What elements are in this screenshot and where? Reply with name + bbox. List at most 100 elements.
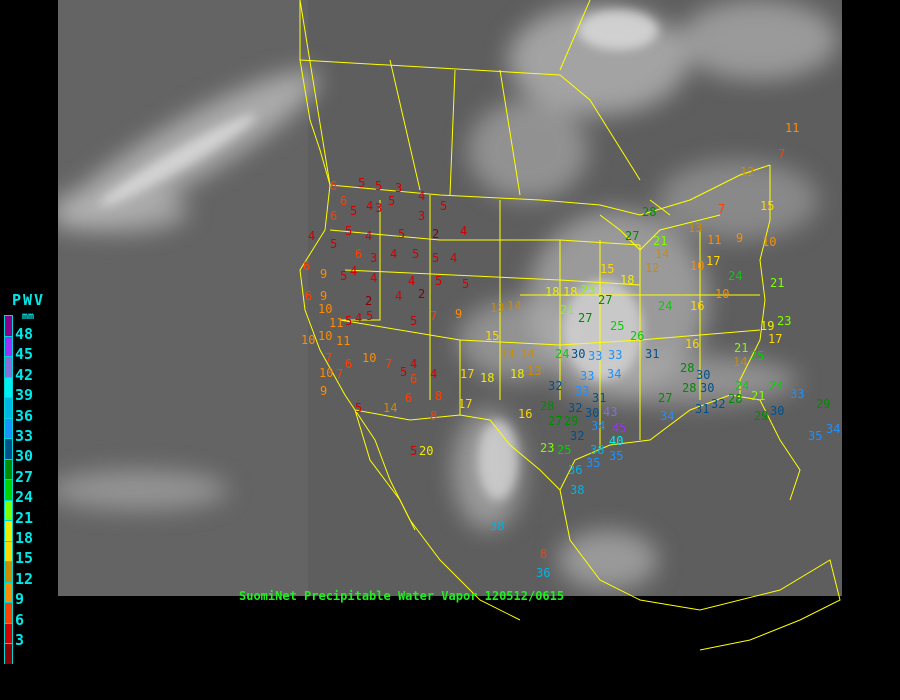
image-caption: SuomiNet Precipitable Water Vapor 120512… <box>239 589 565 603</box>
legend-swatch <box>4 581 13 602</box>
station-pwv-value: 21 <box>751 389 765 403</box>
station-pwv-value: 4 <box>408 274 415 288</box>
station-pwv-value: 21 <box>734 341 748 355</box>
legend-swatch <box>4 376 13 397</box>
station-pwv-value: 5 <box>350 204 357 218</box>
station-pwv-value: 6 <box>303 259 310 273</box>
station-pwv-value: 33 <box>790 387 804 401</box>
station-pwv-value: 4 <box>450 251 457 265</box>
station-pwv-value: 15 <box>485 329 499 343</box>
gulf-coast <box>559 394 801 501</box>
canada-provinces <box>299 0 641 196</box>
station-pwv-value: 17 <box>460 367 474 381</box>
station-pwv-value: 4 <box>365 229 372 243</box>
station-pwv-value: 35 <box>586 456 600 470</box>
station-pwv-value: 5 <box>340 269 347 283</box>
station-pwv-value: 27 <box>578 311 592 325</box>
station-pwv-value: 32 <box>568 401 582 415</box>
station-pwv-value: 28 <box>642 205 656 219</box>
station-pwv-value: 4 <box>460 224 467 238</box>
station-pwv-value: 4 <box>370 271 377 285</box>
station-pwv-value: 13 <box>490 301 504 315</box>
station-pwv-value: 5 <box>345 224 352 238</box>
station-pwv-value: 5 <box>398 227 405 241</box>
station-pwv-value: 28 <box>728 392 742 406</box>
station-pwv-value: 40 <box>609 434 623 448</box>
legend-label: 27 <box>15 467 34 486</box>
station-pwv-value: 23 <box>540 441 554 455</box>
station-pwv-value: 4 <box>430 367 437 381</box>
station-pwv-value: 29 <box>754 409 768 423</box>
station-pwv-value: 5 <box>435 274 442 288</box>
station-pwv-value: 5 <box>355 401 362 415</box>
station-pwv-value: 14 <box>383 401 397 415</box>
bc-coast <box>299 0 331 186</box>
station-pwv-value: 6 <box>330 179 337 193</box>
station-pwv-value: 5 <box>412 247 419 261</box>
station-pwv-value: 5 <box>410 314 417 328</box>
station-pwv-value: 8 <box>430 409 437 423</box>
station-pwv-value: 9 <box>320 267 327 281</box>
station-pwv-value: 14 <box>655 247 669 261</box>
station-pwv-value: 9 <box>736 231 743 245</box>
station-pwv-value: 11 <box>329 316 343 330</box>
station-pwv-value: 33 <box>588 349 602 363</box>
station-pwv-value: 5 <box>358 176 365 190</box>
legend-swatch <box>4 602 13 623</box>
station-pwv-value: 25 <box>557 443 571 457</box>
station-pwv-value: 2 <box>418 287 425 301</box>
station-pwv-value: 33 <box>580 369 594 383</box>
station-pwv-value: 5 <box>432 251 439 265</box>
station-pwv-value: 30 <box>770 404 784 418</box>
legend-swatch <box>4 315 13 336</box>
station-pwv-value: 4 <box>410 357 417 371</box>
station-pwv-value: 3 <box>375 201 382 215</box>
station-pwv-value: 10 <box>690 259 704 273</box>
legend-label: 3 <box>15 631 25 649</box>
legend-label: 45 <box>15 345 34 364</box>
legend-swatch <box>4 438 13 459</box>
legend-label: 36 <box>15 406 34 425</box>
station-pwv-value: 4 <box>366 199 373 213</box>
legend-label: 9 <box>15 590 25 609</box>
station-pwv-value: 2 <box>365 294 372 308</box>
station-pwv-value: 18 <box>545 285 559 299</box>
station-pwv-value: 7 <box>336 367 343 381</box>
station-pwv-value: 28 <box>680 361 694 375</box>
station-pwv-value: 7 <box>385 357 392 371</box>
station-pwv-value: 21 <box>770 276 784 290</box>
station-pwv-value: 7 <box>778 147 785 161</box>
legend-swatch <box>4 335 13 356</box>
state-lines <box>329 195 761 450</box>
legend-swatch <box>4 520 13 541</box>
legend-label: 48 <box>15 325 34 343</box>
baja-peninsula <box>354 409 416 531</box>
station-pwv-value: 13 <box>688 221 702 235</box>
station-pwv-value: 12 <box>645 261 659 275</box>
legend-swatch <box>4 622 13 643</box>
station-pwv-value: 3 <box>418 209 425 223</box>
legend-swatch <box>4 540 13 561</box>
station-pwv-value: 33 <box>608 348 622 362</box>
station-pwv-value: 20 <box>419 444 433 458</box>
station-pwv-value: 31 <box>695 402 709 416</box>
political-boundaries <box>299 0 841 651</box>
station-pwv-value: 33 <box>575 384 589 398</box>
legend-color-bar <box>4 315 13 664</box>
station-pwv-value: 17 <box>458 397 472 411</box>
station-pwv-value: 23 <box>581 283 595 297</box>
station-pwv-value: 10 <box>319 366 333 380</box>
station-pwv-value: 34 <box>660 409 674 423</box>
satellite-image <box>58 0 842 596</box>
station-pwv-value: 6 <box>305 289 312 303</box>
station-pwv-value: 11 <box>707 233 721 247</box>
great-lakes <box>599 199 721 251</box>
station-pwv-value: 34 <box>826 422 840 436</box>
station-pwv-value: 27 <box>548 414 562 428</box>
station-pwv-value: 4 <box>395 289 402 303</box>
station-pwv-value: 32 <box>711 397 725 411</box>
station-pwv-value: 7 <box>325 351 332 365</box>
station-pwv-value: 27 <box>625 229 639 243</box>
station-pwv-value: 24 <box>769 379 783 393</box>
